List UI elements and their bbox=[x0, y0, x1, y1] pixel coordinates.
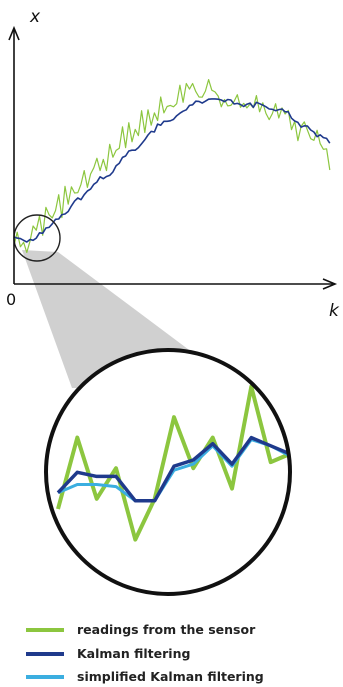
sensor-readings-line bbox=[13, 78, 331, 253]
legend-item: simplified Kalman filtering bbox=[26, 669, 264, 684]
y-axis-arrow bbox=[8, 25, 20, 41]
x-axis-label: k bbox=[329, 301, 340, 321]
legend: readings from the sensor Kalman filterin… bbox=[26, 622, 264, 684]
zoom-circle-border bbox=[44, 348, 292, 596]
x-axis-arrow bbox=[322, 278, 338, 290]
legend-label: simplified Kalman filtering bbox=[77, 669, 264, 684]
zoom-circle-fill bbox=[46, 350, 290, 594]
legend-label: readings from the sensor bbox=[77, 622, 256, 637]
zoom-sensor-readings-line bbox=[56, 384, 290, 542]
kalman-filter-line bbox=[13, 98, 331, 243]
y-axis-label: x bbox=[29, 7, 41, 27]
legend-item: Kalman filtering bbox=[26, 646, 190, 661]
zoom-inset bbox=[44, 348, 292, 596]
origin-label: 0 bbox=[6, 290, 16, 309]
legend-item: readings from the sensor bbox=[26, 622, 256, 637]
legend-label: Kalman filtering bbox=[77, 646, 190, 661]
zoom-kalman-filter-line bbox=[56, 435, 290, 503]
main-plot: x k 0 bbox=[6, 7, 340, 321]
